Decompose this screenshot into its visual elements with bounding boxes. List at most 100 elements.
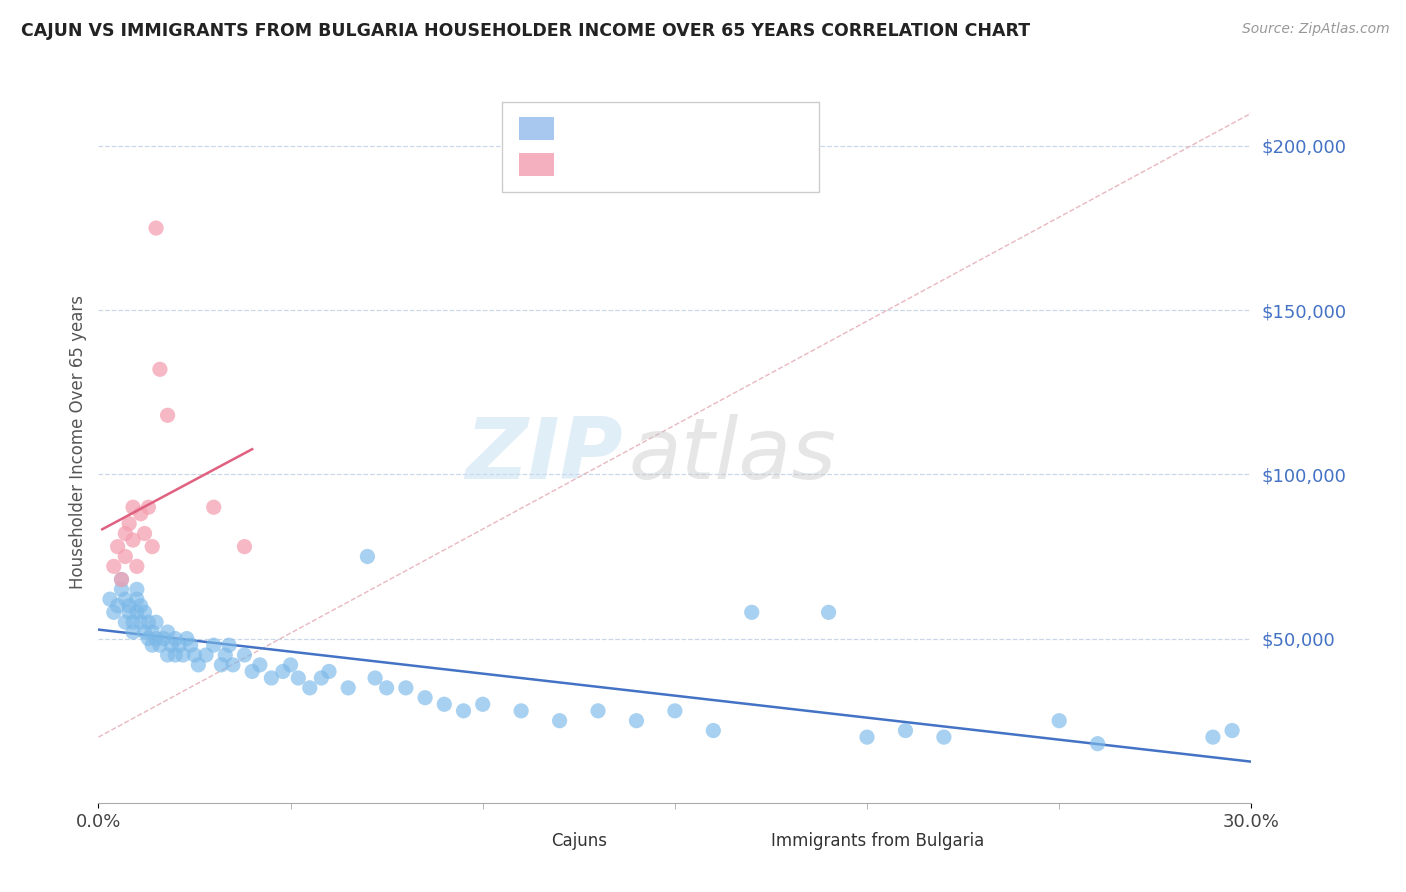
Point [280, 657, 302, 672]
Text: Immigrants from Bulgaria: Immigrants from Bulgaria [770, 832, 984, 850]
Point [202, 638, 225, 652]
Point [134, 625, 156, 640]
Point [165, 648, 187, 662]
Text: Cajuns: Cajuns [551, 832, 607, 850]
Point [149, 362, 172, 376]
Point [311, 671, 333, 685]
Point [149, 638, 172, 652]
Point [129, 615, 152, 630]
Point [138, 632, 160, 646]
Point [548, 714, 571, 728]
Point [932, 730, 955, 744]
Point [129, 599, 152, 613]
Point [233, 648, 256, 662]
Point [134, 605, 156, 619]
Bar [519, 153, 554, 177]
Point [122, 500, 145, 515]
Y-axis label: Householder Income Over 65 years: Householder Income Over 65 years [69, 294, 87, 589]
Point [433, 698, 456, 712]
Text: R =: R = [565, 117, 605, 135]
Bar [519, 117, 554, 140]
Point [103, 559, 125, 574]
Point [107, 540, 129, 554]
Point [187, 657, 209, 672]
Point [114, 549, 136, 564]
Text: atlas: atlas [628, 415, 837, 498]
Point [233, 540, 256, 554]
Point [145, 615, 167, 630]
Point [817, 605, 839, 619]
Point [183, 648, 205, 662]
Point [214, 648, 236, 662]
Point [114, 526, 136, 541]
Point [138, 500, 160, 515]
Point [156, 648, 179, 662]
Point [110, 573, 132, 587]
Text: 0.432: 0.432 [609, 153, 666, 171]
Point [152, 632, 174, 646]
Point [98, 592, 121, 607]
Point [122, 533, 145, 547]
Point [103, 605, 125, 619]
Point [222, 657, 245, 672]
Point [318, 665, 340, 679]
Point [114, 592, 136, 607]
FancyBboxPatch shape [502, 102, 820, 193]
Point [118, 605, 141, 619]
Point [626, 714, 648, 728]
Point [702, 723, 724, 738]
Point [471, 698, 494, 712]
Point [118, 516, 141, 531]
Point [125, 592, 148, 607]
Point [1047, 714, 1070, 728]
Point [287, 671, 309, 685]
Point [156, 409, 179, 423]
Point [145, 632, 167, 646]
Point [125, 582, 148, 597]
Point [156, 625, 179, 640]
Text: -0.458: -0.458 [609, 117, 666, 135]
Point [180, 638, 202, 652]
Point [172, 648, 194, 662]
Text: Source: ZipAtlas.com: Source: ZipAtlas.com [1241, 22, 1389, 37]
Point [249, 657, 271, 672]
Point [260, 671, 283, 685]
Point [337, 681, 360, 695]
Point [364, 671, 387, 685]
Bar [738, 830, 763, 857]
Point [141, 625, 163, 640]
Point [375, 681, 398, 695]
Text: N = 77: N = 77 [690, 117, 752, 135]
Point [141, 638, 163, 652]
Point [118, 599, 141, 613]
Point [110, 573, 132, 587]
Point [114, 615, 136, 630]
Point [395, 681, 418, 695]
Point [107, 599, 129, 613]
Text: N = 18: N = 18 [690, 153, 752, 171]
Point [510, 704, 533, 718]
Point [271, 665, 294, 679]
Point [176, 632, 198, 646]
Point [356, 549, 378, 564]
Point [741, 605, 763, 619]
Point [160, 638, 183, 652]
Point [209, 657, 232, 672]
Point [856, 730, 879, 744]
Point [195, 648, 218, 662]
Point [218, 638, 240, 652]
Bar [519, 830, 544, 857]
Point [894, 723, 917, 738]
Point [202, 500, 225, 515]
Point [125, 605, 148, 619]
Point [138, 615, 160, 630]
Point [1202, 730, 1225, 744]
Point [167, 638, 190, 652]
Point [134, 526, 156, 541]
Point [664, 704, 686, 718]
Point [129, 507, 152, 521]
Point [165, 632, 187, 646]
Point [122, 625, 145, 640]
Point [110, 582, 132, 597]
Point [145, 221, 167, 235]
